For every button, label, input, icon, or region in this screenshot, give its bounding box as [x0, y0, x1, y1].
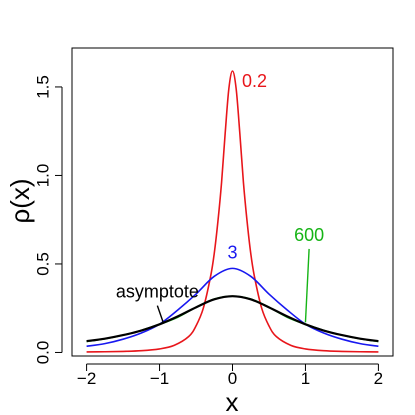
series-line-3 — [86, 267, 379, 348]
plot-frame — [71, 47, 394, 357]
annotation-layer: 0.2 3 600 asymptote — [116, 71, 324, 323]
y-axis-label: ρ(x) — [5, 178, 35, 223]
series-line-0-2 — [86, 70, 379, 353]
annotation-label-600: 600 — [294, 225, 324, 245]
y-tick-label: 0.5 — [33, 252, 52, 276]
x-tick-label: 1 — [301, 369, 310, 388]
y-tick-label: 1.0 — [33, 164, 52, 188]
x-tick-label: −1 — [150, 369, 169, 388]
annotation-pointer-600 — [304, 248, 310, 323]
y-tick-label: 0.0 — [33, 341, 52, 365]
x-tick-label: 0 — [228, 369, 237, 388]
axis-layer: −2 −1 0 1 2 0.0 0.5 1.0 1.5 — [33, 75, 383, 388]
annotation-label-asymptote: asymptote — [116, 282, 199, 302]
annotation-label-0-2: 0.2 — [242, 71, 267, 91]
annotation-pointer-asymptote — [156, 305, 164, 323]
annotation-label-3: 3 — [227, 243, 237, 263]
y-tick-label: 1.5 — [33, 75, 52, 99]
series-layer — [86, 70, 379, 353]
x-tick-label: 2 — [374, 369, 383, 388]
x-axis-label: x — [226, 387, 239, 415]
series-line-asymptote — [86, 295, 379, 343]
x-tick-label: −2 — [77, 369, 96, 388]
